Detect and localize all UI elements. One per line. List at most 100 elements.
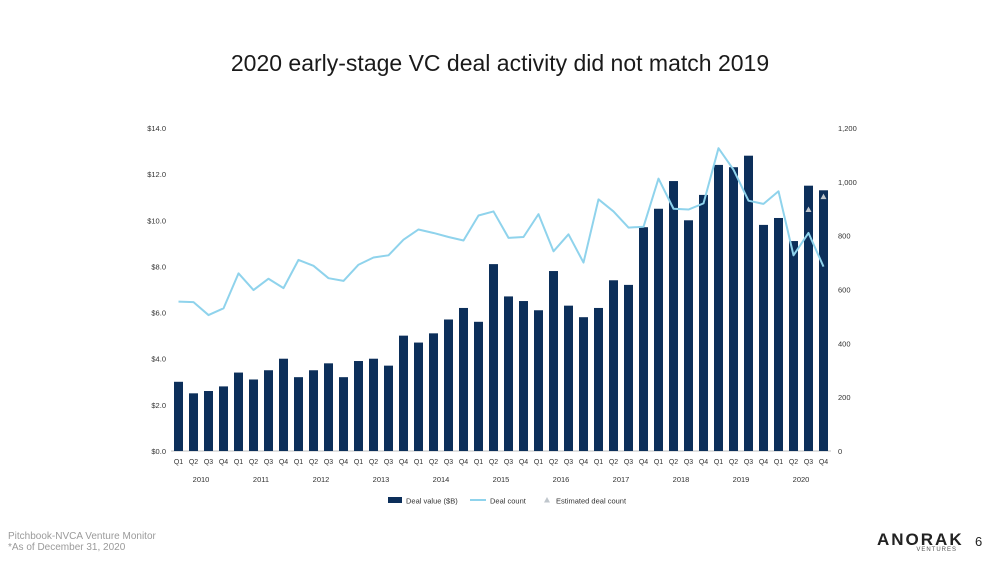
quarter-label: Q2 xyxy=(189,459,198,466)
quarter-label: Q2 xyxy=(729,459,738,466)
legend-label-deal-count: Deal count xyxy=(490,497,527,506)
bar-deal-value xyxy=(759,224,768,451)
quarter-label: Q4 xyxy=(219,459,228,466)
right-axis-tick-label: 0 xyxy=(838,447,842,456)
quarter-label: Q4 xyxy=(579,459,588,466)
bar-deal-value xyxy=(609,280,618,451)
quarter-label: Q2 xyxy=(249,459,258,466)
left-axis-tick-label: $12.0 xyxy=(147,170,166,179)
year-label: 2013 xyxy=(373,475,390,484)
quarter-label: Q1 xyxy=(534,459,543,466)
quarter-label: Q4 xyxy=(459,459,468,466)
quarter-label: Q3 xyxy=(324,459,333,466)
quarter-label: Q1 xyxy=(654,459,663,466)
bar-deal-value xyxy=(714,164,723,451)
bar-deal-value xyxy=(594,307,603,451)
page-number: 6 xyxy=(975,534,983,549)
quarter-label: Q3 xyxy=(804,459,813,466)
bar-deal-value xyxy=(414,342,423,451)
left-axis-tick-label: $2.0 xyxy=(151,401,166,410)
bar-deal-value xyxy=(669,181,678,451)
left-axis-tick-label: $8.0 xyxy=(151,262,166,271)
quarter-label: Q2 xyxy=(669,459,678,466)
right-axis-tick-label: 600 xyxy=(838,286,851,295)
bar-deal-value xyxy=(804,185,813,451)
quarter-label: Q2 xyxy=(609,459,618,466)
bar-deal-value xyxy=(789,241,798,451)
bar-deal-value xyxy=(819,190,828,452)
bar-deal-value xyxy=(684,220,693,451)
bar-deal-value xyxy=(744,155,753,451)
bar-deal-value xyxy=(354,361,363,451)
year-label: 2016 xyxy=(553,475,570,484)
year-label: 2019 xyxy=(733,475,750,484)
bar-deal-value xyxy=(639,227,648,451)
logo-subtext: VENTURES xyxy=(916,547,957,553)
bar-deal-value xyxy=(444,319,453,451)
legend-swatch-estimated xyxy=(544,497,550,503)
left-axis-tick-label: $4.0 xyxy=(151,355,166,364)
bar-deal-value xyxy=(294,377,303,451)
quarter-label: Q1 xyxy=(234,459,243,466)
bar-deal-value xyxy=(729,167,738,451)
right-axis-tick-label: 1,200 xyxy=(838,124,857,133)
bar-deal-value xyxy=(324,363,333,451)
legend-label-estimated: Estimated deal count xyxy=(556,497,627,506)
quarter-label: Q4 xyxy=(759,459,768,466)
bar-deal-value xyxy=(309,370,318,451)
bar-deal-value xyxy=(369,358,378,451)
quarter-label: Q1 xyxy=(174,459,183,466)
quarter-label: Q3 xyxy=(384,459,393,466)
bar-deal-value xyxy=(249,379,258,451)
bar-deal-value xyxy=(774,217,783,451)
year-label: 2010 xyxy=(193,475,210,484)
year-label: 2012 xyxy=(313,475,330,484)
right-axis-tick-label: 800 xyxy=(838,232,851,241)
marker-estimated-deal-count xyxy=(805,206,812,213)
quarter-label: Q1 xyxy=(414,459,423,466)
quarter-label: Q4 xyxy=(279,459,288,466)
quarter-label: Q3 xyxy=(624,459,633,466)
bar-deal-value xyxy=(429,333,438,451)
bar-deal-value xyxy=(204,391,213,451)
year-label: 2011 xyxy=(253,475,269,484)
year-label: 2014 xyxy=(433,475,450,484)
bar-deal-value xyxy=(189,393,198,451)
bar-deal-value xyxy=(474,321,483,451)
bar-deal-value xyxy=(219,386,228,451)
bar-deal-value xyxy=(654,208,663,451)
line-deal-count xyxy=(178,147,825,317)
bar-deal-value xyxy=(399,335,408,451)
bar-deal-value xyxy=(564,305,573,451)
quarter-label: Q4 xyxy=(339,459,348,466)
quarter-label: Q3 xyxy=(744,459,753,466)
logo-wordmark: ANORAK xyxy=(877,530,964,549)
quarter-label: Q1 xyxy=(774,459,783,466)
bar-deal-value xyxy=(489,264,498,451)
year-label: 2015 xyxy=(493,475,510,484)
quarter-label: Q1 xyxy=(594,459,603,466)
quarter-label: Q4 xyxy=(699,459,708,466)
bar-deal-value xyxy=(579,317,588,451)
legend-swatch-deal-value xyxy=(388,497,402,503)
source-line: Pitchbook-NVCA Venture Monitor xyxy=(8,531,156,542)
quarter-label: Q2 xyxy=(789,459,798,466)
right-axis-tick-label: 400 xyxy=(838,339,851,348)
quarter-label: Q4 xyxy=(399,459,408,466)
quarter-label: Q4 xyxy=(819,459,828,466)
quarter-label: Q3 xyxy=(204,459,213,466)
bar-deal-value xyxy=(519,301,528,451)
quarter-label: Q2 xyxy=(309,459,318,466)
year-label: 2020 xyxy=(793,475,810,484)
quarter-label: Q1 xyxy=(714,459,723,466)
quarter-label: Q1 xyxy=(474,459,483,466)
bar-deal-value xyxy=(504,296,513,451)
quarter-label: Q3 xyxy=(504,459,513,466)
bar-deal-value xyxy=(534,310,543,451)
quarter-label: Q3 xyxy=(564,459,573,466)
company-logo: ANORAK VENTURES xyxy=(877,530,965,554)
quarter-label: Q4 xyxy=(519,459,528,466)
left-axis-tick-label: $0.0 xyxy=(151,447,166,456)
left-axis-tick-label: $10.0 xyxy=(147,216,166,225)
